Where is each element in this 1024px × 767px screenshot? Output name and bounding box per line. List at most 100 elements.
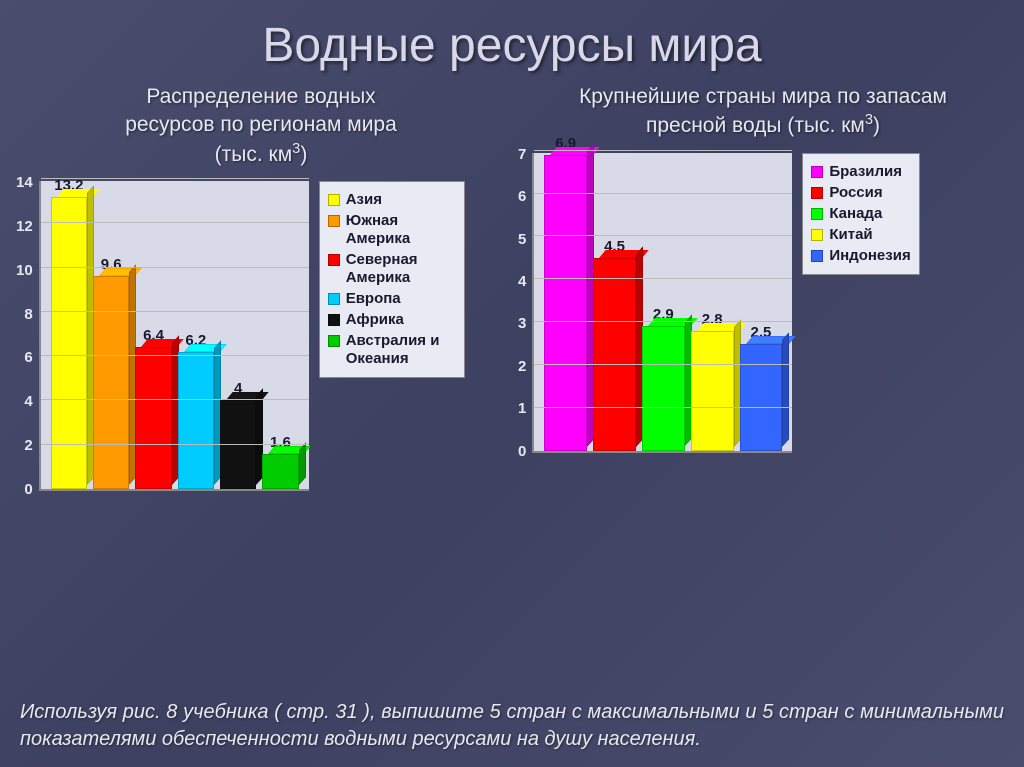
legend-label: Канада	[829, 205, 882, 223]
gridline	[534, 235, 792, 236]
gridline	[41, 178, 309, 179]
gridline	[534, 278, 792, 279]
chart-left: Распределение водных ресурсов по региона…	[16, 83, 506, 498]
gridline	[534, 150, 792, 151]
slide-title: Водные ресурсы мира	[0, 0, 1024, 83]
gridline	[41, 355, 309, 356]
y-tick: 4	[518, 273, 526, 290]
y-tick: 3	[518, 315, 526, 332]
subtitle-sup: 3	[865, 112, 873, 128]
legend-item: Африка	[328, 311, 456, 329]
y-tick: 10	[16, 262, 33, 279]
legend-item: Канада	[811, 205, 910, 223]
bar-column: 2,9	[642, 326, 685, 450]
gridline	[534, 193, 792, 194]
y-tick: 2	[518, 358, 526, 375]
legend-item: Китай	[811, 226, 910, 244]
bar-column: 13,2	[51, 197, 87, 489]
footer-text: Используя рис. 8 учебника ( стр. 31 ), в…	[20, 699, 1004, 753]
legend-item: Южная Америка	[328, 212, 456, 248]
legend-label: Индонезия	[829, 247, 910, 265]
chart-left-subtitle: Распределение водных ресурсов по региона…	[16, 83, 506, 169]
bar	[220, 400, 256, 489]
gridline	[534, 407, 792, 408]
legend-item: Европа	[328, 290, 456, 308]
legend-label: Европа	[346, 290, 401, 308]
y-axis-right: 7 6 5 4 3 2 1 0	[518, 146, 532, 460]
y-tick: 2	[24, 437, 32, 454]
chart-right-subtitle: Крупнейшие страны мира по запасам пресно…	[518, 83, 1008, 141]
y-tick: 1	[518, 400, 526, 417]
charts-row: Распределение водных ресурсов по региона…	[0, 83, 1024, 498]
bar	[642, 326, 685, 450]
gridline	[534, 321, 792, 322]
bar	[178, 352, 214, 489]
legend-swatch	[328, 293, 340, 305]
legend-swatch	[811, 187, 823, 199]
legend-item: Азия	[328, 191, 456, 209]
y-tick: 6	[24, 349, 32, 366]
legend-label: Бразилия	[829, 163, 902, 181]
legend-item: Северная Америка	[328, 251, 456, 287]
plot-right: 6,94,52,92,82,5	[532, 153, 792, 453]
legend-right: Бразилия Россия Канада Китай Индонезия	[802, 153, 919, 275]
y-tick: 4	[24, 393, 32, 410]
y-axis-left: 14 12 10 8 6 4 2 0	[16, 174, 39, 498]
legend-swatch	[811, 229, 823, 241]
gridline	[41, 222, 309, 223]
legend-swatch	[328, 335, 340, 347]
gridline	[41, 399, 309, 400]
y-tick: 0	[24, 481, 32, 498]
legend-label: Азия	[346, 191, 382, 209]
y-tick: 14	[16, 174, 33, 191]
bar-column: 1,6	[262, 454, 298, 489]
legend-left: Азия Южная АмерикаСеверная Америка Европа А…	[319, 181, 465, 378]
subtitle-line: (тыс. км	[215, 143, 293, 166]
bar	[740, 344, 783, 451]
y-tick: 6	[518, 188, 526, 205]
bar-column: 4,5	[593, 258, 636, 451]
y-tick: 7	[518, 146, 526, 163]
gridline	[41, 267, 309, 268]
legend-swatch	[328, 254, 340, 266]
chart-right: Крупнейшие страны мира по запасам пресно…	[518, 83, 1008, 498]
bar	[593, 258, 636, 451]
legend-swatch	[811, 166, 823, 178]
bar	[93, 276, 129, 489]
subtitle-end: )	[300, 143, 307, 166]
plot-wrap: 76543210 6,94,52,92,82,5	[518, 153, 792, 460]
legend-label: Северная Америка	[346, 251, 456, 287]
bar	[262, 454, 298, 489]
subtitle-line: пресной воды (тыс. км	[646, 114, 865, 137]
y-tick: 8	[24, 306, 32, 323]
subtitle-line: Крупнейшие страны мира по запасам	[579, 85, 947, 108]
legend-item: Индонезия	[811, 247, 910, 265]
legend-label: Китай	[829, 226, 872, 244]
subtitle-end: )	[873, 114, 880, 137]
legend-swatch	[811, 250, 823, 262]
gridline	[41, 311, 309, 312]
bar-column: 9,6	[93, 276, 129, 489]
legend-label: Австралия и Океания	[346, 332, 456, 368]
legend-swatch	[328, 314, 340, 326]
legend-label: Южная Америка	[346, 212, 456, 248]
legend-swatch	[328, 215, 340, 227]
chart-right-area: 76543210 6,94,52,92,82,5 БразилияРоссияК…	[518, 153, 1008, 460]
subtitle-line: ресурсов по регионам мира	[125, 113, 397, 136]
gridline	[534, 364, 792, 365]
plot-left: 13,29,66,46,241,6	[39, 181, 309, 491]
bar-column: 6,4	[135, 347, 171, 489]
bar-column: 2,8	[691, 331, 734, 451]
legend-item: Австралия и Океания	[328, 332, 456, 368]
gridline	[41, 444, 309, 445]
legend-swatch	[328, 194, 340, 206]
y-tick: 12	[16, 218, 33, 235]
bar-column: 6,2	[178, 352, 214, 489]
y-tick: 0	[518, 443, 526, 460]
legend-swatch	[811, 208, 823, 220]
bar-column: 4	[220, 400, 256, 489]
legend-item: Россия	[811, 184, 910, 202]
chart-left-area: 14121086420 13,29,66,46,241,6 АзияЮжная …	[16, 181, 506, 498]
plot-wrap: 14121086420 13,29,66,46,241,6	[16, 181, 309, 498]
y-tick: 5	[518, 231, 526, 248]
